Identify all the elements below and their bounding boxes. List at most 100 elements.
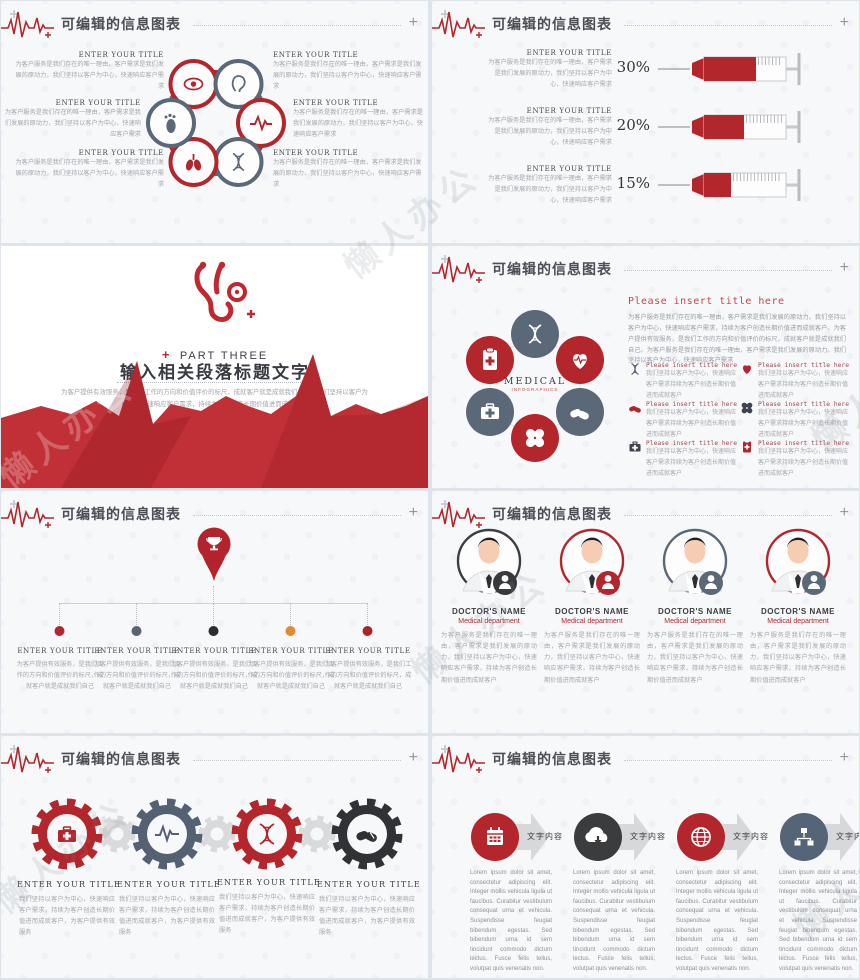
item-title: ENTER YOUR TITLE [217,878,321,887]
slide-thumbnail-2[interactable]: 可编辑的信息图表 + ENTER YOUR TITLE 为客户服务是我们存在的唯… [432,1,859,243]
list-item: ENTER YOUR TITLE 为客户服务是我们存在的唯一理由，客户需求是我们… [293,99,426,140]
process-arrow [677,813,755,861]
doctor-bio: 为客户服务是我们存在的唯一理由，客户需求是我们发展的原动力，我们坚持以客户为中心… [544,632,640,684]
medical-hex-diagram [466,310,604,462]
slide-header: 可编辑的信息图表 + [432,744,849,774]
slide-title: 可编辑的信息图表 [492,751,612,767]
ekg-heartbeat-icon [432,745,485,773]
slide-title: 可编辑的信息图表 [492,261,612,277]
item-title: ENTER YOUR TITLE [526,107,612,115]
list-item: ENTER YOUR TITLE 为客户提供有效服务，是我们工作的方向和价值评价… [16,647,104,692]
item-title: ENTER YOUR TITLE [55,99,141,107]
process-arrow [471,813,549,861]
header-plus-icon: + [408,503,418,521]
item-title: ENTER YOUR TITLE [17,880,121,889]
slide-header: 可编辑的信息图表 + [432,254,849,284]
doctor-name: DOCTOR'S NAME [554,607,630,616]
eye-icon [183,77,204,91]
bandage-icon [525,428,545,448]
gear-icon [231,798,303,870]
list-item: ENTER YOUR TITLE 为客户服务是我们存在的唯一理由，客户需求是我们… [3,99,141,140]
slide-header: 可编辑的信息图表 + [1,499,418,529]
list-item: Please insert title here 我们坚持以客户为中心，快速响应… [628,362,737,401]
percent-label: 15% [616,174,650,192]
slide-thumbnail-7[interactable]: 可编辑的信息图表 + ENTER YOUR TITLE 我们坚持以客户为中心，快… [1,736,428,978]
item-body: 为客户提供有效服务，是我们工作的方向和价值评价的标尺，成就客户就是成就我们自己 [324,661,412,691]
header-rule [624,269,832,271]
arrow-label: 文字内容 [733,832,769,841]
item-body: 我们坚持以客户为中心，快速响应客户需求持续为客户创造长期价值进而成就客户 [646,449,737,477]
slide-thumbnail-3[interactable]: + PART THREE 输入相关段落标题文字 为客户提供有效服务，是我们工作的… [1,246,428,488]
dna-icon [259,823,275,845]
list-item: ENTER YOUR TITLE 为客户服务是我们存在的唯一理由，客户需求是我们… [487,107,612,148]
slide-thumbnail-6[interactable]: 可编辑的信息图表 + DOCTOR'S NAME Medical departm… [432,491,859,733]
red-ekg-mountain-shape [1,354,428,488]
item-body: Lorem ipsum dolor sit amet, consectetur … [470,870,552,972]
slide-title: 可编辑的信息图表 [492,16,612,32]
item-title: ENTER YOUR TITLE [94,647,180,655]
first-aid-kit-icon [481,403,499,419]
clipboard-icon [743,440,751,453]
timeline-connector [213,586,214,602]
slide-header: 可编辑的信息图表 + [1,9,418,39]
heartbeat-icon [250,114,272,132]
footprints-icon [164,113,176,133]
ekg-heartbeat-icon [432,255,485,283]
header-rule [193,24,401,26]
slide-thumbnail-5[interactable]: 可编辑的信息图表 + ENTER YOUR TITLE 为客户提供有效服务，是我… [1,491,428,733]
arrow-label: 文字内容 [527,832,563,841]
header-rule [624,514,832,516]
doctor-name: DOCTOR'S NAME [451,607,527,616]
doctor-avatar [765,528,831,595]
part-label: PART THREE [179,350,269,362]
item-body: 我们坚持以客户为中心，快速响应客户需求持续为客户创造长期价值进而成就客户 [758,449,849,477]
sitemap-icon [794,828,814,846]
header-plus-icon: + [839,13,849,31]
timeline-dots [54,626,373,636]
list-item: ENTER YOUR TITLE 为客户提供有效服务，是我们工作的方向和价值评价… [170,647,258,692]
doctor-name: DOCTOR'S NAME [760,607,836,616]
circular-cycle-diagram [146,59,286,187]
timeline-drop [367,603,368,627]
ekg-heartbeat-icon [1,500,54,528]
slide-title: 可编辑的信息图表 [61,16,181,32]
center-title: MEDICAL [503,376,567,387]
stethoscope-icon [194,261,255,323]
clipboard-icon [483,347,497,370]
header-rule [624,759,832,761]
item-title: ENTER YOUR TITLE [293,99,379,107]
header-plus-icon: + [408,13,418,31]
item-body: 我们坚持以客户为中心，快速响应客户需求，持续为客户创造长期价值进而成就客户，为客… [119,896,215,937]
item-title: ENTER YOUR TITLE [171,647,257,655]
slide-header: 可编辑的信息图表 + [432,9,849,39]
center-subtitle: INFOGRAPHICS [511,387,559,392]
part-label-row: + PART THREE [115,346,315,364]
syringe-icon [658,169,801,201]
item-title: Please insert title here [646,440,737,447]
slide-thumbnail-4[interactable]: 可编辑的信息图表 + MEDICAL INFOGRAPHICS Please i… [432,246,859,488]
doctor-department: Medical department [664,618,726,625]
slide-title: 可编辑的信息图表 [61,506,181,522]
item-title: Please insert title here [758,362,849,369]
item-title: ENTER YOUR TITLE [273,149,359,157]
first-aid-kit-icon [58,826,76,842]
doctor-avatar [662,528,728,595]
arrow-label: 文字内容 [630,832,666,841]
doctor-avatar [456,528,522,595]
calendar-icon [487,827,503,845]
person-icon [705,575,717,589]
item-title: ENTER YOUR TITLE [273,51,359,59]
ekg-heartbeat-icon [1,745,54,773]
dna-icon [232,152,245,172]
item-title: Please insert title here [646,362,737,369]
header-plus-icon: + [408,748,418,766]
slide-thumbnail-8[interactable]: 可编辑的信息图表 + 文字内容 Lorem ipsum dolor sit am… [432,736,859,978]
item-body: 为客户服务是我们存在的唯一理由，客户需求是我们发展的原动力，我们坚持以客户为中心… [15,61,165,91]
list-item: ENTER YOUR TITLE 为客户提供有效服务，是我们工作的方向和价值评价… [324,647,412,692]
gear-icon [131,798,203,870]
person-icon [602,575,614,589]
list-item: ENTER YOUR TITLE 为客户服务是我们存在的唯一理由，客户需求是我们… [273,149,423,190]
item-title: ENTER YOUR TITLE [78,51,164,59]
slide-thumbnail-1[interactable]: 可编辑的信息图表 + ENTER YOUR TITLE 为客户服务是我们存在的唯… [1,1,428,243]
pills-icon [629,405,641,413]
